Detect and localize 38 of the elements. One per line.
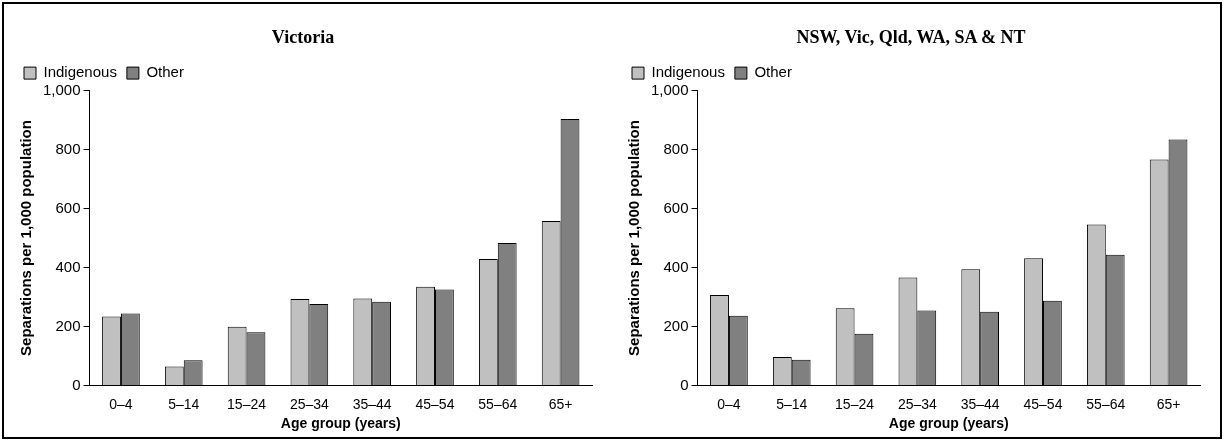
y-tick-label: 400 bbox=[55, 257, 81, 275]
y-axis-title: Separations per 1,000 population bbox=[625, 120, 643, 356]
y-tick-label: 800 bbox=[55, 139, 81, 157]
chart-title: NSW, Vic, Qld, WA, SA & NT bbox=[796, 27, 1026, 48]
legend-label: Other bbox=[754, 63, 792, 81]
y-tick-label: 400 bbox=[663, 257, 689, 275]
y-tick-label: 0 bbox=[680, 375, 689, 393]
x-tick-label: 55–64 bbox=[478, 395, 518, 412]
chart-title: Victoria bbox=[271, 27, 335, 48]
x-tick-label: 25–34 bbox=[897, 395, 938, 412]
x-tick-label: 55–64 bbox=[1086, 395, 1126, 412]
x-tick-label: 65+ bbox=[1156, 395, 1181, 412]
x-tick-label: 5–14 bbox=[776, 395, 808, 412]
x-axis-title: Age group (years) bbox=[280, 415, 401, 432]
x-tick-label: 15–24 bbox=[835, 395, 875, 412]
legend-label: Indigenous bbox=[651, 63, 725, 81]
x-tick-label: 45–54 bbox=[1023, 395, 1063, 412]
y-tick-label: 200 bbox=[663, 316, 689, 334]
legend-label: Indigenous bbox=[43, 63, 117, 81]
y-tick-label: 0 bbox=[72, 375, 81, 393]
y-tick-label: 800 bbox=[663, 139, 689, 157]
x-tick-label: 15–24 bbox=[227, 395, 267, 412]
x-tick-label: 45–54 bbox=[415, 395, 455, 412]
x-tick-label: 5–14 bbox=[168, 395, 200, 412]
x-tick-label: 0–4 bbox=[109, 395, 133, 412]
y-axis-title: Separations per 1,000 population bbox=[17, 120, 35, 356]
x-tick-label: 35–44 bbox=[352, 395, 392, 412]
x-tick-label: 25–34 bbox=[289, 395, 330, 412]
y-tick-label: 1,000 bbox=[42, 80, 81, 98]
y-tick-label: 600 bbox=[663, 198, 689, 216]
y-tick-label: 1,000 bbox=[650, 80, 689, 98]
x-tick-label: 0–4 bbox=[717, 395, 741, 412]
x-tick-label: 65+ bbox=[548, 395, 573, 412]
y-tick-label: 200 bbox=[55, 316, 81, 334]
y-tick-label: 600 bbox=[55, 198, 81, 216]
x-axis-title: Age group (years) bbox=[888, 415, 1009, 432]
x-tick-label: 35–44 bbox=[960, 395, 1000, 412]
legend-label: Other bbox=[146, 63, 184, 81]
